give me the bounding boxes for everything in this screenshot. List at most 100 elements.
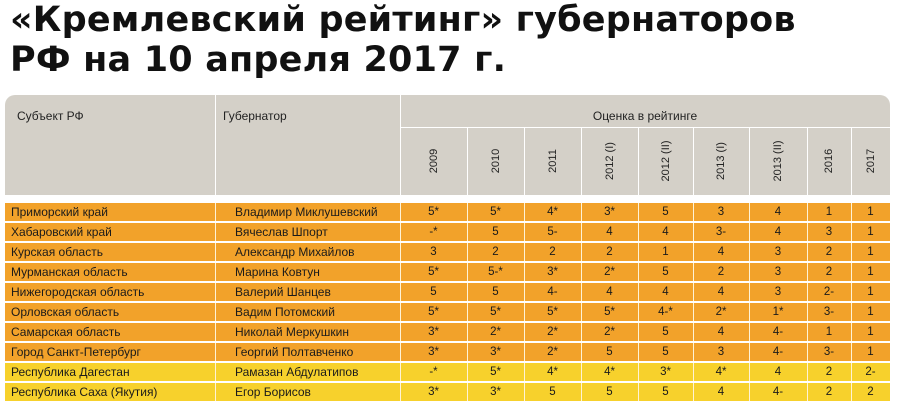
cell-score: 2*	[604, 266, 615, 278]
cell-score: 2	[492, 246, 499, 258]
table-row: Республика Саха (Якутия) Егор Борисов 3* 3*…	[5, 383, 890, 401]
cell-score: 1	[662, 246, 669, 258]
cell-divider	[215, 343, 216, 361]
cell-divider	[581, 303, 582, 321]
cell-divider	[693, 323, 694, 341]
cell-score: 5*	[604, 306, 615, 318]
cell-score: 5	[662, 346, 669, 358]
cell-score: 1	[867, 266, 874, 278]
cell-divider	[807, 283, 808, 301]
cell-score: 4*	[604, 366, 615, 378]
cell-divider	[400, 303, 401, 321]
cell-divider	[851, 223, 852, 241]
header-divider	[467, 127, 468, 195]
cell-divider	[467, 343, 468, 361]
cell-divider	[581, 383, 582, 401]
header-divider	[215, 95, 216, 195]
cell-score: 3-	[823, 306, 835, 318]
table-header: Субъект РФ Губернатор Оценка в рейтинге …	[5, 95, 890, 195]
header-year: 2017	[864, 148, 877, 174]
cell-divider	[693, 243, 694, 261]
cell-divider	[524, 203, 525, 221]
cell-divider	[215, 303, 216, 321]
cell-divider	[467, 203, 468, 221]
cell-score: 2*	[547, 346, 558, 358]
cell-divider	[749, 323, 750, 341]
cell-divider	[400, 283, 401, 301]
cell-divider	[581, 223, 582, 241]
cell-score: 5	[662, 326, 669, 338]
cell-divider	[467, 363, 468, 381]
cell-governor: Александр Михайлов	[235, 245, 355, 259]
cell-score: 5*	[428, 206, 439, 218]
cell-divider	[693, 203, 694, 221]
cell-divider	[851, 303, 852, 321]
cell-divider	[524, 243, 525, 261]
cell-score: 2	[867, 386, 874, 398]
cell-score: 2*	[715, 306, 727, 318]
cell-divider	[693, 383, 694, 401]
cell-score: 3*	[428, 386, 439, 398]
cell-score: 3	[717, 346, 725, 358]
cell-subject: Хабаровский край	[11, 225, 112, 239]
cell-divider	[400, 223, 401, 241]
cell-score: 4	[662, 286, 669, 298]
cell-subject: Республика Саха (Якутия)	[11, 385, 158, 399]
cell-governor: Вячеслав Шпорт	[235, 225, 328, 239]
cell-score: 4	[717, 286, 725, 298]
cell-score: 3-	[823, 346, 835, 358]
table-row: Самарская область Николай Меркушкин 3* 2* 2*…	[5, 323, 890, 341]
cell-divider	[400, 323, 401, 341]
cell-divider	[524, 383, 525, 401]
cell-governor: Марина Ковтун	[235, 265, 320, 279]
cell-score: -*	[429, 226, 438, 238]
cell-score: 3	[717, 206, 725, 218]
header-divider	[749, 127, 750, 195]
cell-score: 4	[774, 366, 782, 378]
cell-score: 4*	[715, 366, 727, 378]
cell-score: 4	[606, 226, 613, 238]
table-row: Город Санкт-Петербург Георгий Полтавченко…	[5, 343, 890, 361]
cell-score: 5	[430, 286, 437, 298]
cell-score: 3	[774, 286, 782, 298]
cell-divider	[215, 363, 216, 381]
cell-divider	[215, 243, 216, 261]
cell-divider	[749, 283, 750, 301]
cell-score: 2	[606, 246, 613, 258]
cell-divider	[807, 243, 808, 261]
cell-score: 5	[549, 386, 556, 398]
cell-divider	[524, 343, 525, 361]
cell-score: 4	[662, 226, 669, 238]
cell-score: 4	[774, 226, 782, 238]
title-line-1: «Кремлевский рейтинг» губернаторов	[10, 0, 796, 40]
header-divider	[851, 127, 852, 195]
cell-divider	[524, 223, 525, 241]
cell-divider	[581, 243, 582, 261]
cell-divider	[581, 323, 582, 341]
cell-subject: Город Санкт-Петербург	[11, 345, 141, 359]
cell-divider	[400, 343, 401, 361]
cell-score: 3	[774, 246, 782, 258]
cell-governor: Валерий Шанцев	[235, 285, 331, 299]
cell-score: 4	[717, 246, 725, 258]
cell-divider	[749, 203, 750, 221]
cell-score: 5-*	[488, 266, 503, 278]
cell-score: 4	[606, 286, 613, 298]
title-line-2: РФ на 10 апреля 2017 г.	[10, 40, 507, 80]
cell-score: 4	[717, 386, 725, 398]
cell-score: 3	[825, 226, 833, 238]
cell-divider	[807, 263, 808, 281]
cell-divider	[693, 283, 694, 301]
cell-divider	[467, 263, 468, 281]
cell-divider	[851, 203, 852, 221]
cell-divider	[215, 263, 216, 281]
cell-score: 5	[662, 266, 669, 278]
cell-divider	[524, 263, 525, 281]
cell-divider	[693, 263, 694, 281]
cell-divider	[693, 223, 694, 241]
cell-divider	[851, 383, 852, 401]
header-divider	[693, 127, 694, 195]
cell-score: 4-*	[658, 306, 673, 318]
cell-score: 5*	[428, 306, 439, 318]
cell-divider	[807, 323, 808, 341]
